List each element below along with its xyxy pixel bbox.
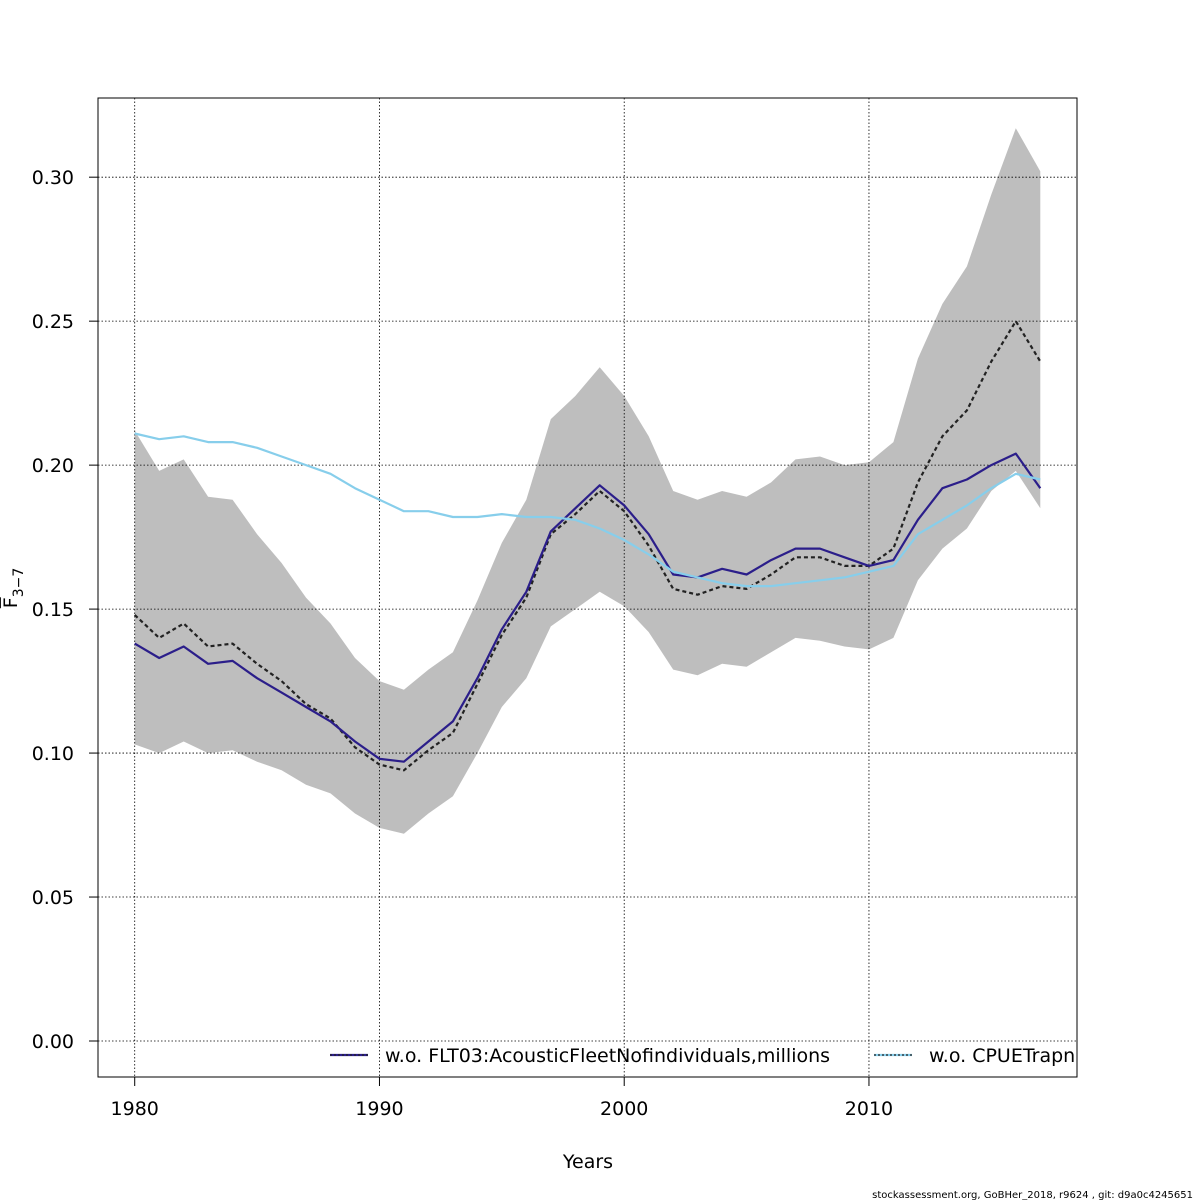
- grid-layer: [98, 98, 1077, 1077]
- y-tick-label: 0.05: [32, 887, 74, 909]
- x-tick-label: 1990: [355, 1098, 403, 1120]
- confidence-band: [134, 128, 1041, 834]
- y-tick-label: 0.10: [32, 743, 74, 765]
- y-tick-label: 0.30: [32, 167, 74, 189]
- series-line: [134, 432, 1041, 588]
- series-line: [133, 320, 1042, 772]
- confidence-band-layer: [134, 128, 1041, 834]
- x-axis-title: Years: [562, 1151, 613, 1173]
- y-tick-label: 0.00: [32, 1031, 74, 1053]
- x-axis: 1980 1990 2000 2010: [111, 1077, 893, 1120]
- series-layer: [133, 320, 1042, 772]
- x-tick-label: 1980: [111, 1098, 159, 1120]
- plot-frame: [97, 97, 1078, 1078]
- svg-text:F3−7: F3−7: [0, 568, 27, 608]
- y-tick-label: 0.20: [32, 455, 74, 477]
- legend: w.o. FLT03:AcousticFleetNofindividuals,m…: [330, 1045, 1075, 1067]
- y-tick-label: 0.15: [32, 599, 74, 621]
- x-tick-label: 2010: [845, 1098, 893, 1120]
- y-axis: 0.00 0.05 0.10 0.15 0.20 0.25 0.30: [32, 167, 98, 1053]
- x-tick-label: 2000: [600, 1098, 648, 1120]
- y-tick-label: 0.25: [32, 311, 74, 333]
- y-axis-title-main: F: [0, 597, 22, 608]
- legend-label: w.o. CPUETrapn: [929, 1045, 1075, 1067]
- series-line: [134, 452, 1042, 763]
- y-axis-title: F3−7: [0, 568, 27, 608]
- y-axis-title-subscript: 3−7: [11, 568, 27, 598]
- legend-label: w.o. FLT03:AcousticFleetNofindividuals,m…: [385, 1045, 830, 1067]
- footer-text: stockassessment.org, GoBHer_2018, r9624 …: [872, 1190, 1193, 1200]
